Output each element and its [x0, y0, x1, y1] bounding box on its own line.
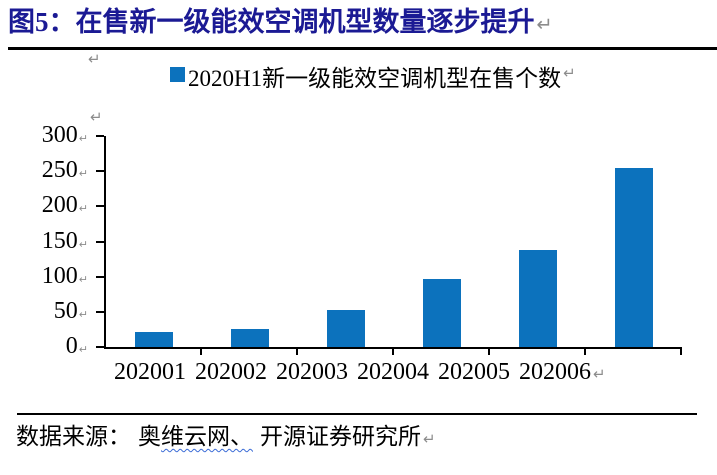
y-axis-label: 150↵	[14, 227, 88, 259]
y-axis-tick	[96, 346, 104, 348]
data-source-prefix: 数据来源：	[16, 424, 131, 449]
y-axis-label-value: 250	[41, 157, 78, 184]
figure-title: 图5：在售新一级能效空调机型数量逐步提升 ↵	[8, 5, 553, 42]
footer-divider	[17, 413, 697, 415]
figure-title-text: 图5：在售新一级能效空调机型数量逐步提升	[8, 7, 535, 37]
y-axis-tick	[96, 135, 104, 137]
bar-202006	[615, 167, 653, 347]
y-axis-tick	[96, 240, 104, 243]
paragraph-mark-icon: ↵	[536, 13, 553, 36]
paragraph-mark-icon: ↵	[593, 365, 606, 383]
x-axis-labels: 202001 202002 202003 202004 202005 20200…	[114, 358, 606, 388]
paragraph-mark-icon: ↵	[423, 430, 436, 448]
y-axis-label-value: 150	[41, 227, 78, 254]
y-axis-label: 100↵	[14, 262, 88, 294]
paragraph-mark-icon: ↵	[563, 64, 576, 82]
x-axis-labels-text: 202001 202002 202003 202004 202005 20200…	[114, 359, 591, 385]
bar-202005	[519, 249, 557, 347]
y-axis-label: 50↵	[14, 297, 88, 329]
data-source-name-1-wavy: 维云网、	[161, 424, 253, 449]
plot-area	[104, 136, 682, 349]
paragraph-mark-icon: ↵	[78, 237, 88, 251]
chart-legend: 2020H1新一级能效空调机型在售个数 ↵	[170, 64, 576, 94]
y-axis-label-value: 100	[41, 262, 78, 289]
data-source-name-1: 奥	[138, 424, 161, 449]
paragraph-mark-icon: ↵	[78, 132, 88, 145]
x-axis-tick	[584, 349, 586, 355]
paragraph-mark-icon: ↵	[78, 343, 88, 356]
y-axis-label: 300↵	[14, 121, 88, 153]
x-axis-tick	[296, 349, 298, 355]
paragraph-mark-icon: ↵	[88, 50, 101, 68]
x-axis-tick	[488, 349, 490, 355]
paragraph-mark-icon: ↵	[78, 272, 88, 286]
title-divider	[8, 47, 717, 50]
x-axis-tick	[200, 349, 202, 355]
y-axis-label-value: 50	[53, 297, 78, 324]
y-axis-tick	[96, 275, 104, 278]
paragraph-mark-icon: ↵	[78, 307, 88, 321]
paragraph-mark-icon: ↵	[78, 167, 88, 181]
y-axis-tick	[96, 170, 104, 173]
bar-202004	[423, 278, 461, 347]
y-axis-label-value: 300	[41, 122, 78, 148]
paragraph-mark-icon: ↵	[90, 108, 103, 126]
bar-202001	[135, 332, 173, 347]
y-axis-label: 200↵	[14, 191, 88, 223]
y-axis-label: 0↵	[14, 332, 88, 364]
legend-label: 2020H1新一级能效空调机型在售个数	[188, 66, 562, 91]
x-axis-tick	[392, 349, 394, 355]
y-axis-tick	[96, 310, 104, 313]
data-source-name-2: 开源证券研究所	[260, 424, 421, 449]
bar-202003	[327, 310, 365, 347]
x-axis-tick	[680, 349, 682, 355]
data-source: 数据来源： 奥维云网、 开源证券研究所 ↵	[16, 422, 436, 454]
y-axis-tick	[96, 205, 104, 208]
paragraph-mark-icon: ↵	[78, 202, 88, 216]
legend-swatch	[170, 67, 185, 82]
y-axis-label-value: 200	[41, 192, 78, 219]
y-axis-label-value: 0	[65, 333, 78, 359]
y-axis-label: 250↵	[14, 156, 88, 188]
bar-202002	[231, 328, 269, 347]
